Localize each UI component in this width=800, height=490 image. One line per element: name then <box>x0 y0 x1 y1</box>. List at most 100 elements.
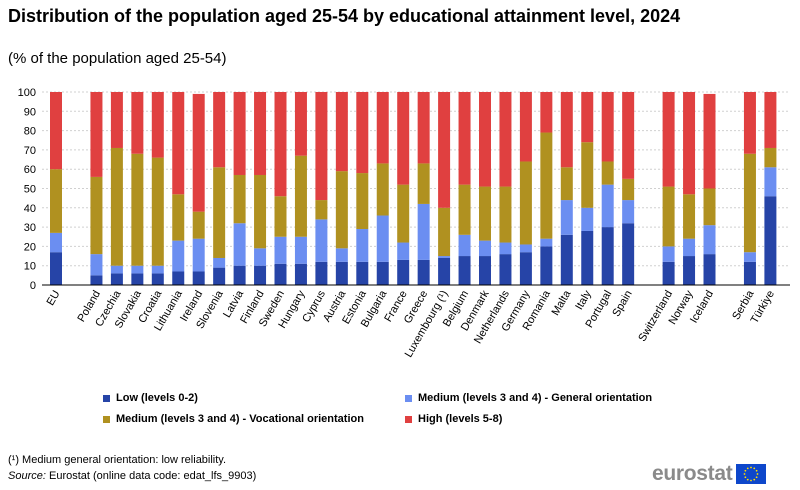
bar-segment <box>376 261 389 285</box>
bar-segment <box>192 93 205 212</box>
bar-segment <box>335 248 348 262</box>
bar-segment <box>662 261 675 285</box>
bar-segment <box>499 92 512 187</box>
bar-segment <box>90 254 103 276</box>
bar-segment <box>356 261 369 285</box>
bar-segment <box>743 252 756 262</box>
bar-segment <box>172 271 185 285</box>
bar-segment <box>683 238 696 257</box>
bar-segment <box>90 92 103 177</box>
eu-flag-star <box>756 476 758 479</box>
eu-flag-star <box>747 467 750 470</box>
x-tick-label: EU <box>45 288 63 307</box>
bar-segment <box>294 155 307 237</box>
bar-segment <box>254 174 267 249</box>
bar-segment <box>479 92 491 187</box>
bar-segment <box>192 238 205 272</box>
bar-segment <box>110 147 123 266</box>
bar-segment <box>233 265 246 285</box>
bar-segment <box>560 234 573 285</box>
bar-segment <box>151 265 164 274</box>
bar-segment <box>581 92 594 143</box>
bar-segment <box>560 200 573 235</box>
bar-segment <box>601 227 614 285</box>
bar-segment <box>438 257 451 285</box>
bar-segment <box>438 92 451 208</box>
source-line: Source: Eurostat (online data code: edat… <box>8 470 256 482</box>
bar-segment <box>213 167 226 258</box>
bar-segment <box>683 194 696 239</box>
y-tick-label: 50 <box>24 184 36 196</box>
bar-segment <box>601 92 614 162</box>
bar-segment <box>315 261 328 285</box>
bar-segment <box>50 232 62 253</box>
bar-segment <box>417 259 430 285</box>
bar-segment <box>274 196 287 237</box>
bar-segment <box>622 178 635 201</box>
bar-segment <box>417 203 430 260</box>
bar-segment <box>519 161 532 245</box>
bar-segment <box>703 188 716 226</box>
bar-segment <box>499 186 512 243</box>
bar-segment <box>172 92 185 195</box>
legend-swatch-high <box>405 415 412 423</box>
chart-area: 0 10 20 30 40 50 60 70 80 90 100 EU PolandCzechiaSl… <box>18 87 790 360</box>
y-tick-label: 40 <box>24 203 36 215</box>
eu-flag-star <box>744 473 746 475</box>
bar-segment <box>683 256 696 285</box>
bar-segment <box>417 92 430 164</box>
bar-segment <box>764 167 777 197</box>
y-tick-label: 60 <box>24 164 36 176</box>
eu-flag-icon <box>736 464 767 484</box>
eu-flag-star <box>750 466 753 469</box>
source-label: Source: <box>8 470 46 482</box>
bar-segment <box>172 194 185 241</box>
bar-segment <box>540 92 553 133</box>
bar-segment <box>662 246 675 262</box>
bar-segment <box>131 265 144 274</box>
bar-segment <box>438 207 451 257</box>
bar-segment <box>703 254 716 285</box>
bar-segment <box>131 92 144 154</box>
eu-flag-star <box>753 478 756 481</box>
y-tick-label: 0 <box>30 280 36 292</box>
bar-segment <box>601 184 614 228</box>
bar-segment <box>397 92 410 185</box>
bar-segment <box>581 142 594 208</box>
bar-segment <box>560 167 573 201</box>
y-tick-label: 30 <box>24 222 36 234</box>
bar-segment <box>662 186 675 247</box>
bar-segment <box>417 163 430 204</box>
bar-segment <box>764 92 777 148</box>
bar-segment <box>479 240 491 257</box>
y-tick-label: 90 <box>24 106 36 118</box>
y-axis: 0 10 20 30 40 50 60 70 80 90 100 <box>18 87 36 292</box>
source-text: Eurostat (online data code: edat_lfs_990… <box>48 470 257 482</box>
bar-segment <box>254 248 267 266</box>
legend-label-low: Low (levels 0-2) <box>116 392 198 404</box>
legend-label-medium-general: Medium (levels 3 and 4) - General orient… <box>418 392 653 404</box>
bar-segment <box>233 92 246 175</box>
footnote: (¹) Medium general orientation: low reli… <box>8 454 227 466</box>
x-axis: EU PolandCzechiaSlovakiaCroatiaLithuaniaI… <box>42 284 790 360</box>
legend-item-high: High (levels 5-8) <box>405 413 502 425</box>
bar-segment <box>233 223 246 266</box>
bar-segment <box>622 200 635 224</box>
bar-segment <box>356 229 369 262</box>
eu-flag-star <box>756 469 758 472</box>
bar-segment <box>519 244 532 253</box>
bar-segment <box>315 219 328 262</box>
bar-segment <box>458 234 471 257</box>
eu-flag-star <box>747 478 750 481</box>
bar-segment <box>479 186 491 241</box>
y-tick-label: 80 <box>24 126 36 138</box>
eu-flag-background <box>736 464 767 484</box>
bar-segment <box>192 271 205 285</box>
legend-label-high: High (levels 5-8) <box>418 413 503 425</box>
eu-flag-star <box>757 473 759 475</box>
y-tick-label: 20 <box>24 241 36 253</box>
y-gridlines <box>42 91 790 286</box>
bar-segment <box>315 200 328 220</box>
bar-segment <box>458 92 471 185</box>
bar-segment <box>581 207 594 231</box>
